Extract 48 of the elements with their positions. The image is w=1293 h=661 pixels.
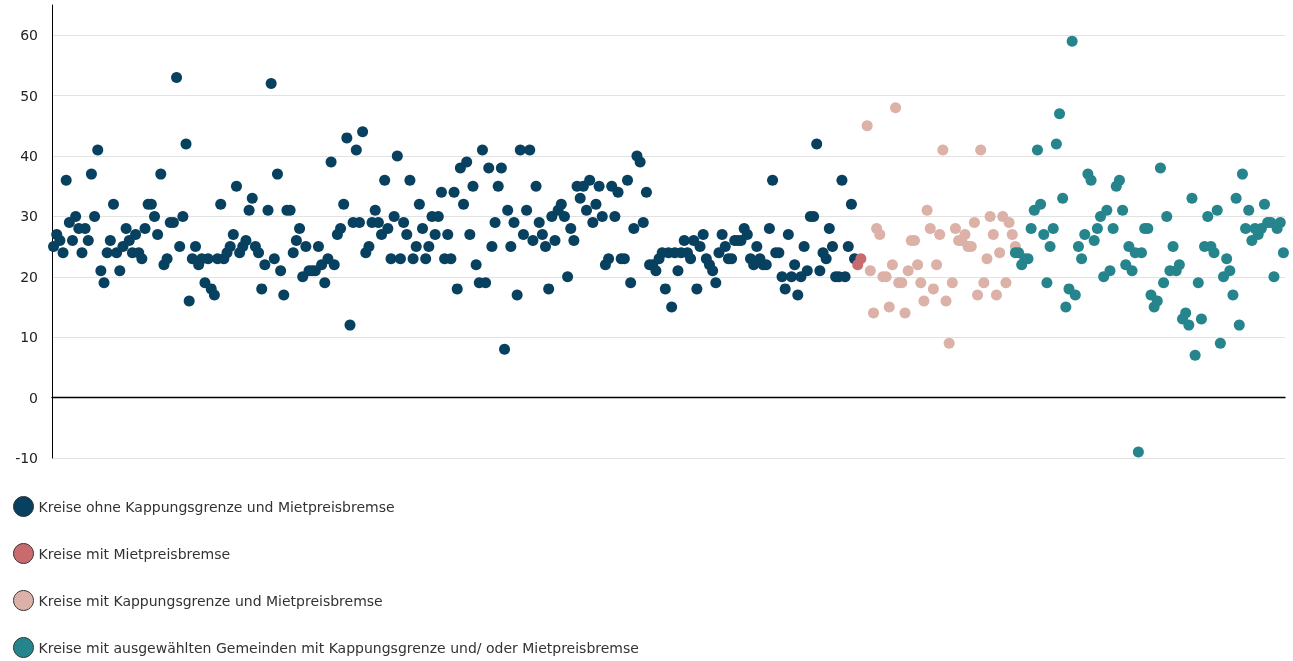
point bbox=[1006, 229, 1018, 241]
point bbox=[1003, 216, 1015, 228]
y-tick-label: -10 bbox=[15, 450, 38, 466]
point bbox=[959, 229, 971, 241]
point bbox=[981, 253, 993, 265]
point bbox=[912, 259, 924, 271]
point bbox=[902, 265, 914, 277]
point bbox=[943, 337, 955, 349]
y-tick-label: 20 bbox=[20, 268, 38, 285]
y-tick-label: 60 bbox=[20, 27, 38, 44]
point bbox=[972, 289, 984, 301]
point bbox=[987, 229, 999, 241]
point bbox=[946, 277, 958, 289]
point bbox=[915, 277, 927, 289]
point bbox=[890, 102, 902, 114]
point bbox=[886, 259, 898, 271]
point bbox=[867, 307, 879, 319]
legend-label: Kreise mit Mietpreisbremse bbox=[38, 545, 231, 562]
point bbox=[855, 253, 867, 265]
point bbox=[1000, 277, 1012, 289]
legend-label: Kreise ohne Kappungsgrenze und Mietpreisbremse bbox=[38, 498, 395, 515]
point bbox=[918, 295, 930, 307]
point bbox=[949, 222, 961, 234]
y-tick-label: 10 bbox=[20, 329, 38, 346]
point bbox=[861, 120, 873, 132]
point bbox=[927, 283, 939, 295]
y-tick-label: 40 bbox=[20, 148, 38, 164]
point bbox=[990, 289, 1002, 301]
point bbox=[984, 210, 996, 222]
point bbox=[975, 144, 987, 156]
y-tick-label: 30 bbox=[20, 208, 38, 225]
point bbox=[940, 295, 952, 307]
legend-label: Kreise mit ausgewählten Gemeinden mit Kappungsgrenze und/ oder Mietpreisbremse bbox=[38, 639, 639, 656]
point bbox=[931, 259, 943, 271]
point bbox=[921, 204, 933, 216]
point bbox=[934, 229, 946, 241]
point bbox=[874, 229, 886, 241]
legend-label: Kreise mit Kappungsgrenze und Mietpreisbremse bbox=[38, 592, 383, 609]
point bbox=[899, 307, 911, 319]
point bbox=[924, 222, 936, 234]
point bbox=[978, 277, 990, 289]
point bbox=[968, 216, 980, 228]
point bbox=[864, 265, 876, 277]
y-tick-label: 0 bbox=[29, 389, 38, 406]
point bbox=[937, 144, 949, 156]
y-tick-label: 50 bbox=[20, 87, 38, 104]
point bbox=[883, 301, 895, 313]
point bbox=[994, 247, 1006, 259]
